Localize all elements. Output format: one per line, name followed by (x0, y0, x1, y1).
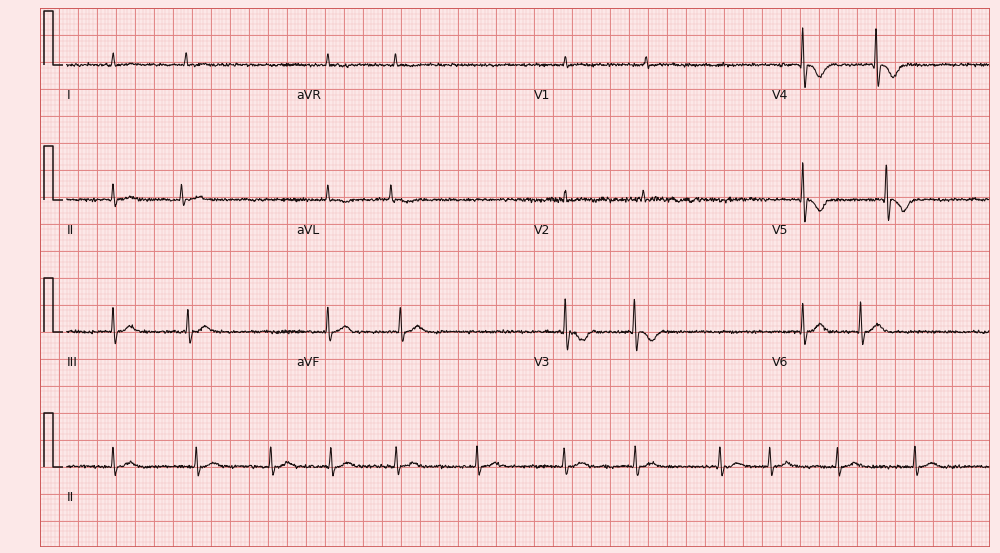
Text: III: III (67, 356, 77, 369)
Text: aVF: aVF (296, 356, 320, 369)
Text: II: II (67, 224, 74, 237)
Text: V3: V3 (534, 356, 550, 369)
Text: aVL: aVL (296, 224, 320, 237)
Text: V1: V1 (534, 89, 550, 102)
Text: V4: V4 (772, 89, 788, 102)
Text: V5: V5 (772, 224, 788, 237)
Text: V2: V2 (534, 224, 550, 237)
Text: I: I (67, 89, 70, 102)
Text: V6: V6 (772, 356, 788, 369)
Text: aVR: aVR (296, 89, 322, 102)
Text: II: II (67, 491, 74, 504)
